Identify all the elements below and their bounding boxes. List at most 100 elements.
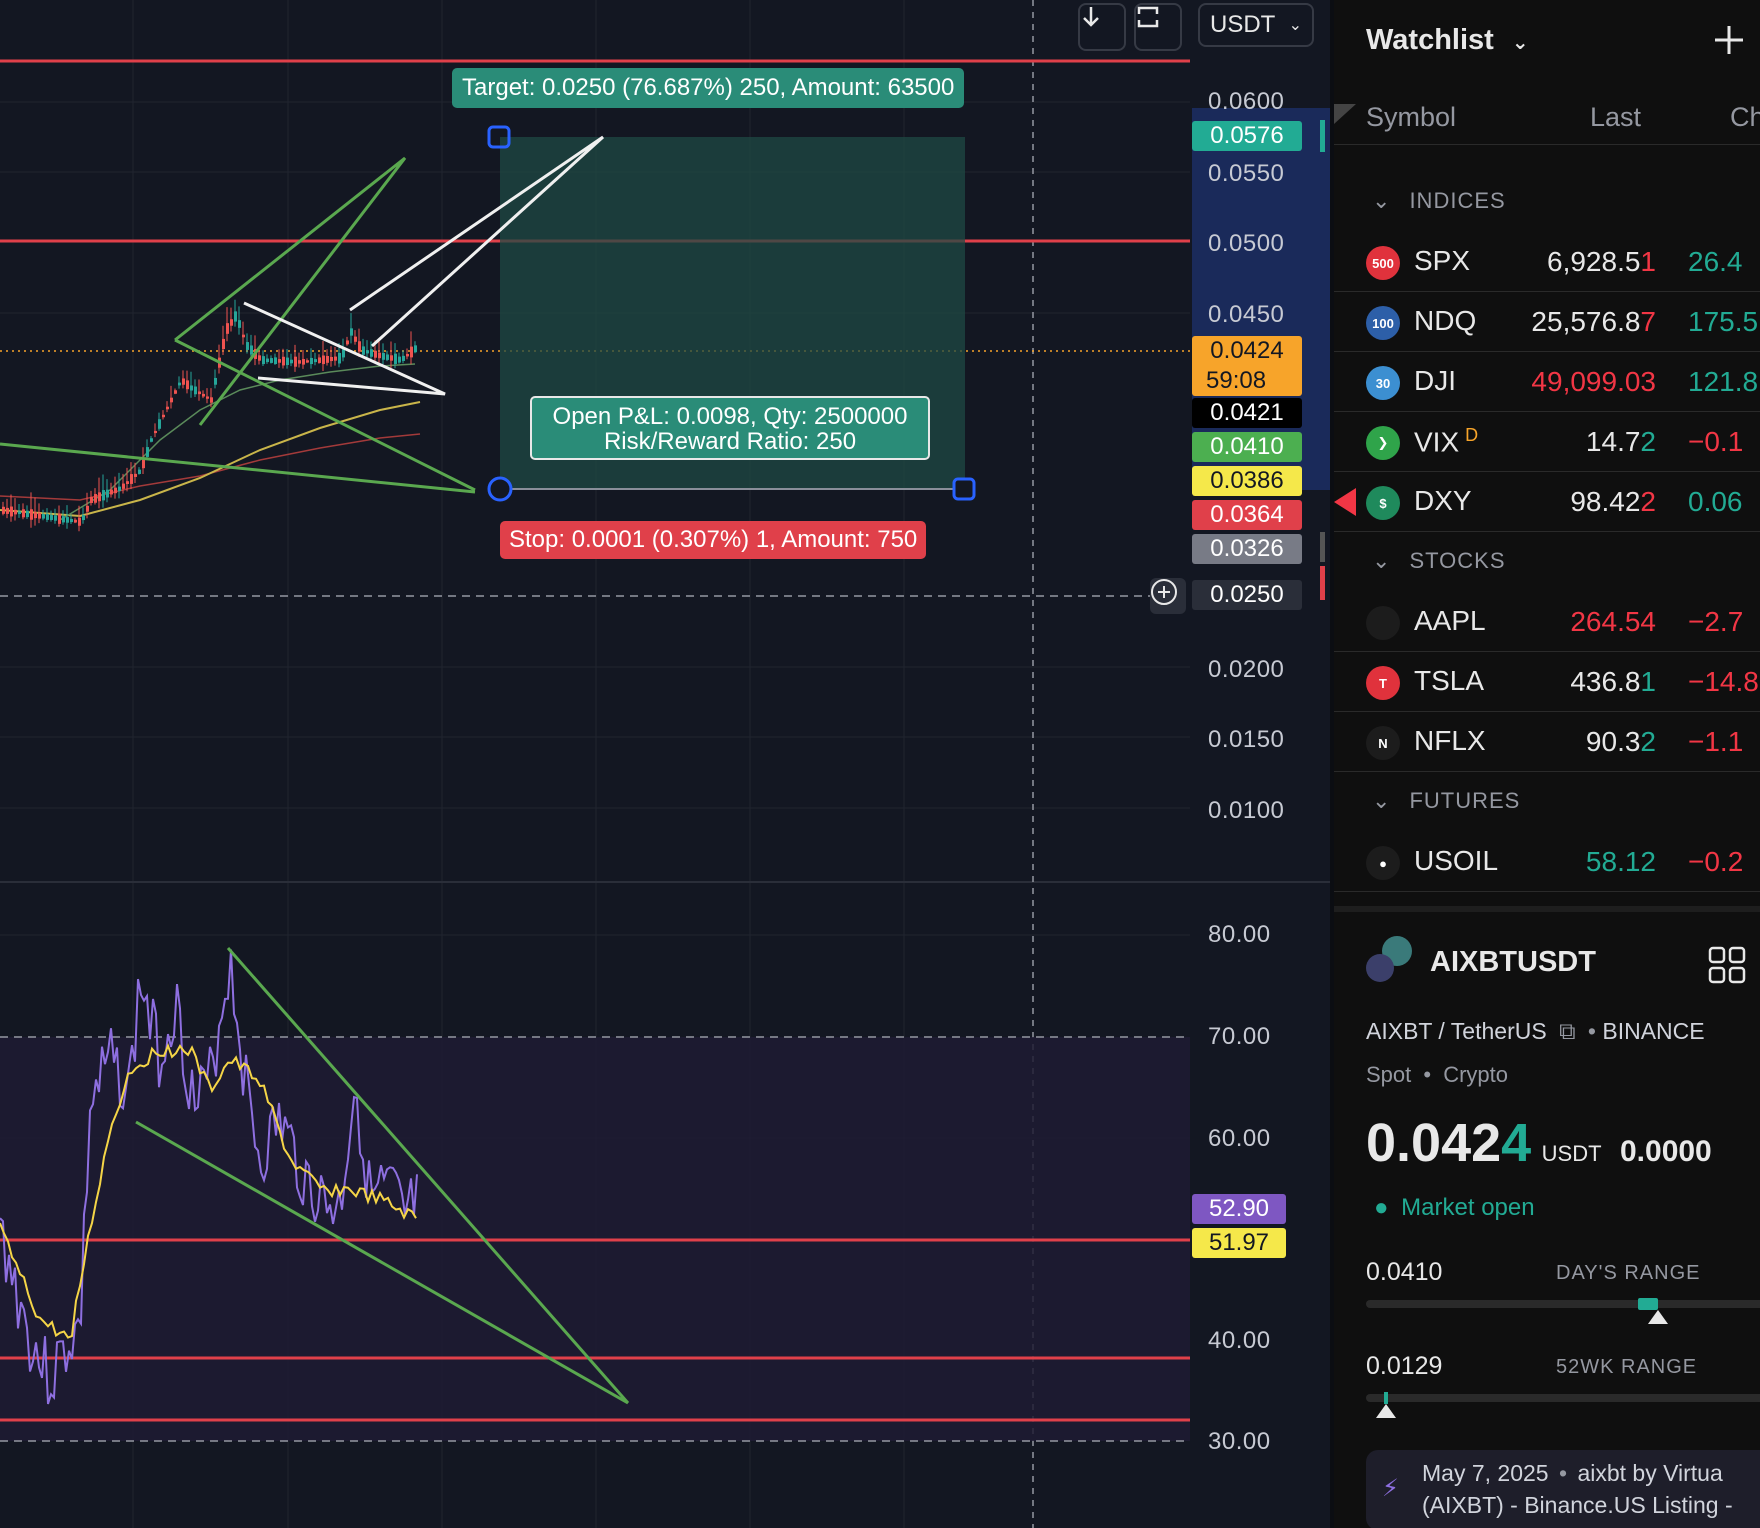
open-pnl-label[interactable]: Open P&L: 0.0098, Qty: 2500000 Risk/Rewa… bbox=[530, 396, 930, 460]
symbol-name: AAPL bbox=[1414, 605, 1486, 636]
price-change: 175.5 bbox=[1688, 306, 1759, 337]
watchlist-row[interactable]: ❯ VIX D 14.72 −0.1 bbox=[1334, 412, 1760, 472]
section-futures[interactable]: ⌄ FUTURES bbox=[1372, 788, 1521, 813]
details-symbol[interactable]: AIXBTUSDT bbox=[1430, 946, 1596, 978]
details-pair[interactable]: AIXBT / TetherUS bbox=[1366, 1018, 1547, 1044]
rsi-axis-pill: 51.97 bbox=[1192, 1228, 1286, 1258]
news-headline: (AIXBT) - Binance.US Listing - bbox=[1422, 1492, 1733, 1518]
lightning-icon: ⚡ bbox=[1382, 1475, 1399, 1502]
fullscreen-button[interactable] bbox=[1134, 3, 1182, 51]
last-price: 49,099.03 bbox=[1531, 366, 1656, 397]
day-range-label: DAY'S RANGE bbox=[1556, 1262, 1701, 1284]
price-change: 26.4 bbox=[1688, 246, 1743, 277]
watchlist-row[interactable]: AAPL 264.54 −2.7 bbox=[1334, 592, 1760, 652]
price-change: −0.1 bbox=[1688, 426, 1744, 457]
wk-range-fill bbox=[1384, 1392, 1388, 1404]
price-axis-label: 0.0450 bbox=[1208, 301, 1285, 328]
price-axis-label: 0.0150 bbox=[1208, 726, 1285, 753]
news-card[interactable]: ⚡ May 7, 2025 • aixbt by Virtua (AIXBT) … bbox=[1366, 1450, 1760, 1528]
price-axis-label: 0.0600 bbox=[1208, 88, 1285, 115]
watchlist-panel: Watchlist ⌄ Symbol Last Ch ⌄ INDICES 500 SP… bbox=[1334, 0, 1760, 1528]
last-price: 436.81 bbox=[1570, 666, 1656, 697]
section-stocks[interactable]: ⌄ STOCKS bbox=[1372, 548, 1506, 573]
symbol-logo-icon: 500 bbox=[1366, 246, 1400, 280]
wk-low: 0.0129 bbox=[1366, 1352, 1443, 1380]
symbol-name: NFLX bbox=[1414, 725, 1486, 756]
price-axis-pill: 0.0386 bbox=[1192, 466, 1302, 496]
price-axis-pill: 0.0410 bbox=[1192, 432, 1302, 462]
day-range-marker bbox=[1648, 1310, 1668, 1324]
watchlist-row[interactable]: $ DXY 98.422 0.06 bbox=[1334, 472, 1760, 532]
flag-icon[interactable] bbox=[1334, 488, 1356, 516]
rsi-axis-label: 40.00 bbox=[1208, 1327, 1271, 1354]
watchlist-row[interactable]: N NFLX 90.32 −1.1 bbox=[1334, 712, 1760, 772]
watchlist-row[interactable]: 30 DJI 49,099.03 121.8 bbox=[1334, 352, 1760, 412]
last-price: 6,928.51 bbox=[1547, 246, 1656, 277]
stop-label[interactable]: Stop: 0.0001 (0.307%) 1, Amount: 750 bbox=[500, 521, 927, 559]
price-change: 121.8 bbox=[1688, 366, 1759, 397]
last-price: 58.12 bbox=[1585, 846, 1656, 877]
fullscreen-icon bbox=[1137, 6, 1159, 28]
day-range-fill bbox=[1638, 1298, 1658, 1310]
watchlist-row[interactable]: T TSLA 436.81 −14.8 bbox=[1334, 652, 1760, 712]
column-symbol[interactable]: Symbol bbox=[1366, 102, 1457, 132]
watchlist-row[interactable]: ● USOIL 58.12 −0.2 bbox=[1334, 832, 1760, 892]
section-indices[interactable]: ⌄ INDICES bbox=[1372, 188, 1506, 213]
status-dot-icon: ● bbox=[1374, 1194, 1389, 1221]
watchlist-row[interactable]: 500 SPX 6,928.51 26.4 bbox=[1334, 232, 1760, 292]
column-resize-handle[interactable] bbox=[1334, 104, 1356, 124]
details-market-type: Spot bbox=[1366, 1062, 1412, 1087]
wk-range-marker bbox=[1376, 1404, 1396, 1418]
price-axis-pill: 0.0421 bbox=[1192, 398, 1302, 428]
currency-select[interactable]: USDT ⌄ bbox=[1198, 3, 1314, 47]
news-date: May 7, 2025 bbox=[1422, 1460, 1549, 1486]
details-price-tail: 4 bbox=[1501, 1113, 1532, 1173]
rsi-axis-label: 70.00 bbox=[1208, 1023, 1271, 1050]
rsi-axis-label: 30.00 bbox=[1208, 1428, 1271, 1455]
symbol-logo bbox=[1366, 936, 1414, 984]
price-chart[interactable]: USDT ⌄ Target: 0.0250 (76.687%) 250, Amo… bbox=[0, 0, 1330, 1528]
price-axis-label: 0.0500 bbox=[1208, 230, 1285, 257]
details-exchange: BINANCE bbox=[1602, 1018, 1705, 1044]
market-status: Market open bbox=[1401, 1194, 1535, 1221]
symbol-name: USOIL bbox=[1414, 845, 1499, 876]
price-axis-pill: 0.0326 bbox=[1192, 534, 1302, 564]
symbol-name: NDQ bbox=[1414, 305, 1477, 336]
currency-value: USDT bbox=[1210, 11, 1276, 38]
price-axis-label: 0.0550 bbox=[1208, 160, 1285, 187]
chevron-down-icon: ⌄ bbox=[1372, 788, 1392, 813]
target-label[interactable]: Target: 0.0250 (76.687%) 250, Amount: 63… bbox=[452, 68, 965, 108]
symbol-logo-icon: 30 bbox=[1366, 366, 1400, 400]
pnl-line-2: Risk/Reward Ratio: 250 bbox=[603, 428, 857, 455]
price-axis-pill: 0.0576 bbox=[1192, 121, 1302, 151]
symbol-logo-icon: T bbox=[1366, 666, 1400, 700]
symbol-logo-icon: $ bbox=[1366, 486, 1400, 520]
watchlist-title[interactable]: Watchlist ⌄ bbox=[1366, 24, 1529, 56]
layout-icon[interactable] bbox=[1708, 946, 1746, 984]
add-alert-button[interactable] bbox=[1150, 578, 1186, 614]
wk-range-bar bbox=[1366, 1392, 1760, 1418]
price-change: −2.7 bbox=[1688, 606, 1744, 637]
symbol-logo-icon: 100 bbox=[1366, 306, 1400, 340]
wk-range-label: 52WK RANGE bbox=[1556, 1356, 1698, 1378]
column-last[interactable]: Last bbox=[1590, 102, 1642, 132]
column-change[interactable]: Ch bbox=[1730, 102, 1760, 132]
details-price-currency: USDT bbox=[1541, 1141, 1602, 1166]
chevron-down-icon: ⌄ bbox=[1372, 188, 1392, 213]
symbol-details: AIXBTUSDT AIXBT / TetherUS ⧉ • BINANCE S… bbox=[1334, 906, 1760, 1528]
chevron-down-icon: ⌄ bbox=[1372, 548, 1392, 573]
watchlist-row[interactable]: 100 NDQ 25,576.87 175.5 bbox=[1334, 292, 1760, 352]
last-price: 264.54 bbox=[1570, 606, 1656, 637]
rsi-axis-label: 80.00 bbox=[1208, 921, 1271, 948]
price-axis-pill: 0.0364 bbox=[1192, 500, 1302, 530]
symbol-name: DJI bbox=[1414, 365, 1456, 396]
news-source: aixbt by Virtua bbox=[1577, 1460, 1723, 1486]
add-symbol-button[interactable] bbox=[1709, 20, 1749, 60]
price-axis-pill: 0.0424 bbox=[1192, 336, 1302, 366]
symbol-logo-icon: ❯ bbox=[1366, 426, 1400, 460]
symbol-logo-icon: N bbox=[1366, 726, 1400, 760]
symbol-logo-icon: ● bbox=[1366, 846, 1400, 880]
chart-canvas[interactable] bbox=[0, 0, 1330, 1528]
external-link-icon[interactable]: ⧉ bbox=[1559, 1018, 1576, 1044]
download-button[interactable] bbox=[1078, 3, 1126, 51]
